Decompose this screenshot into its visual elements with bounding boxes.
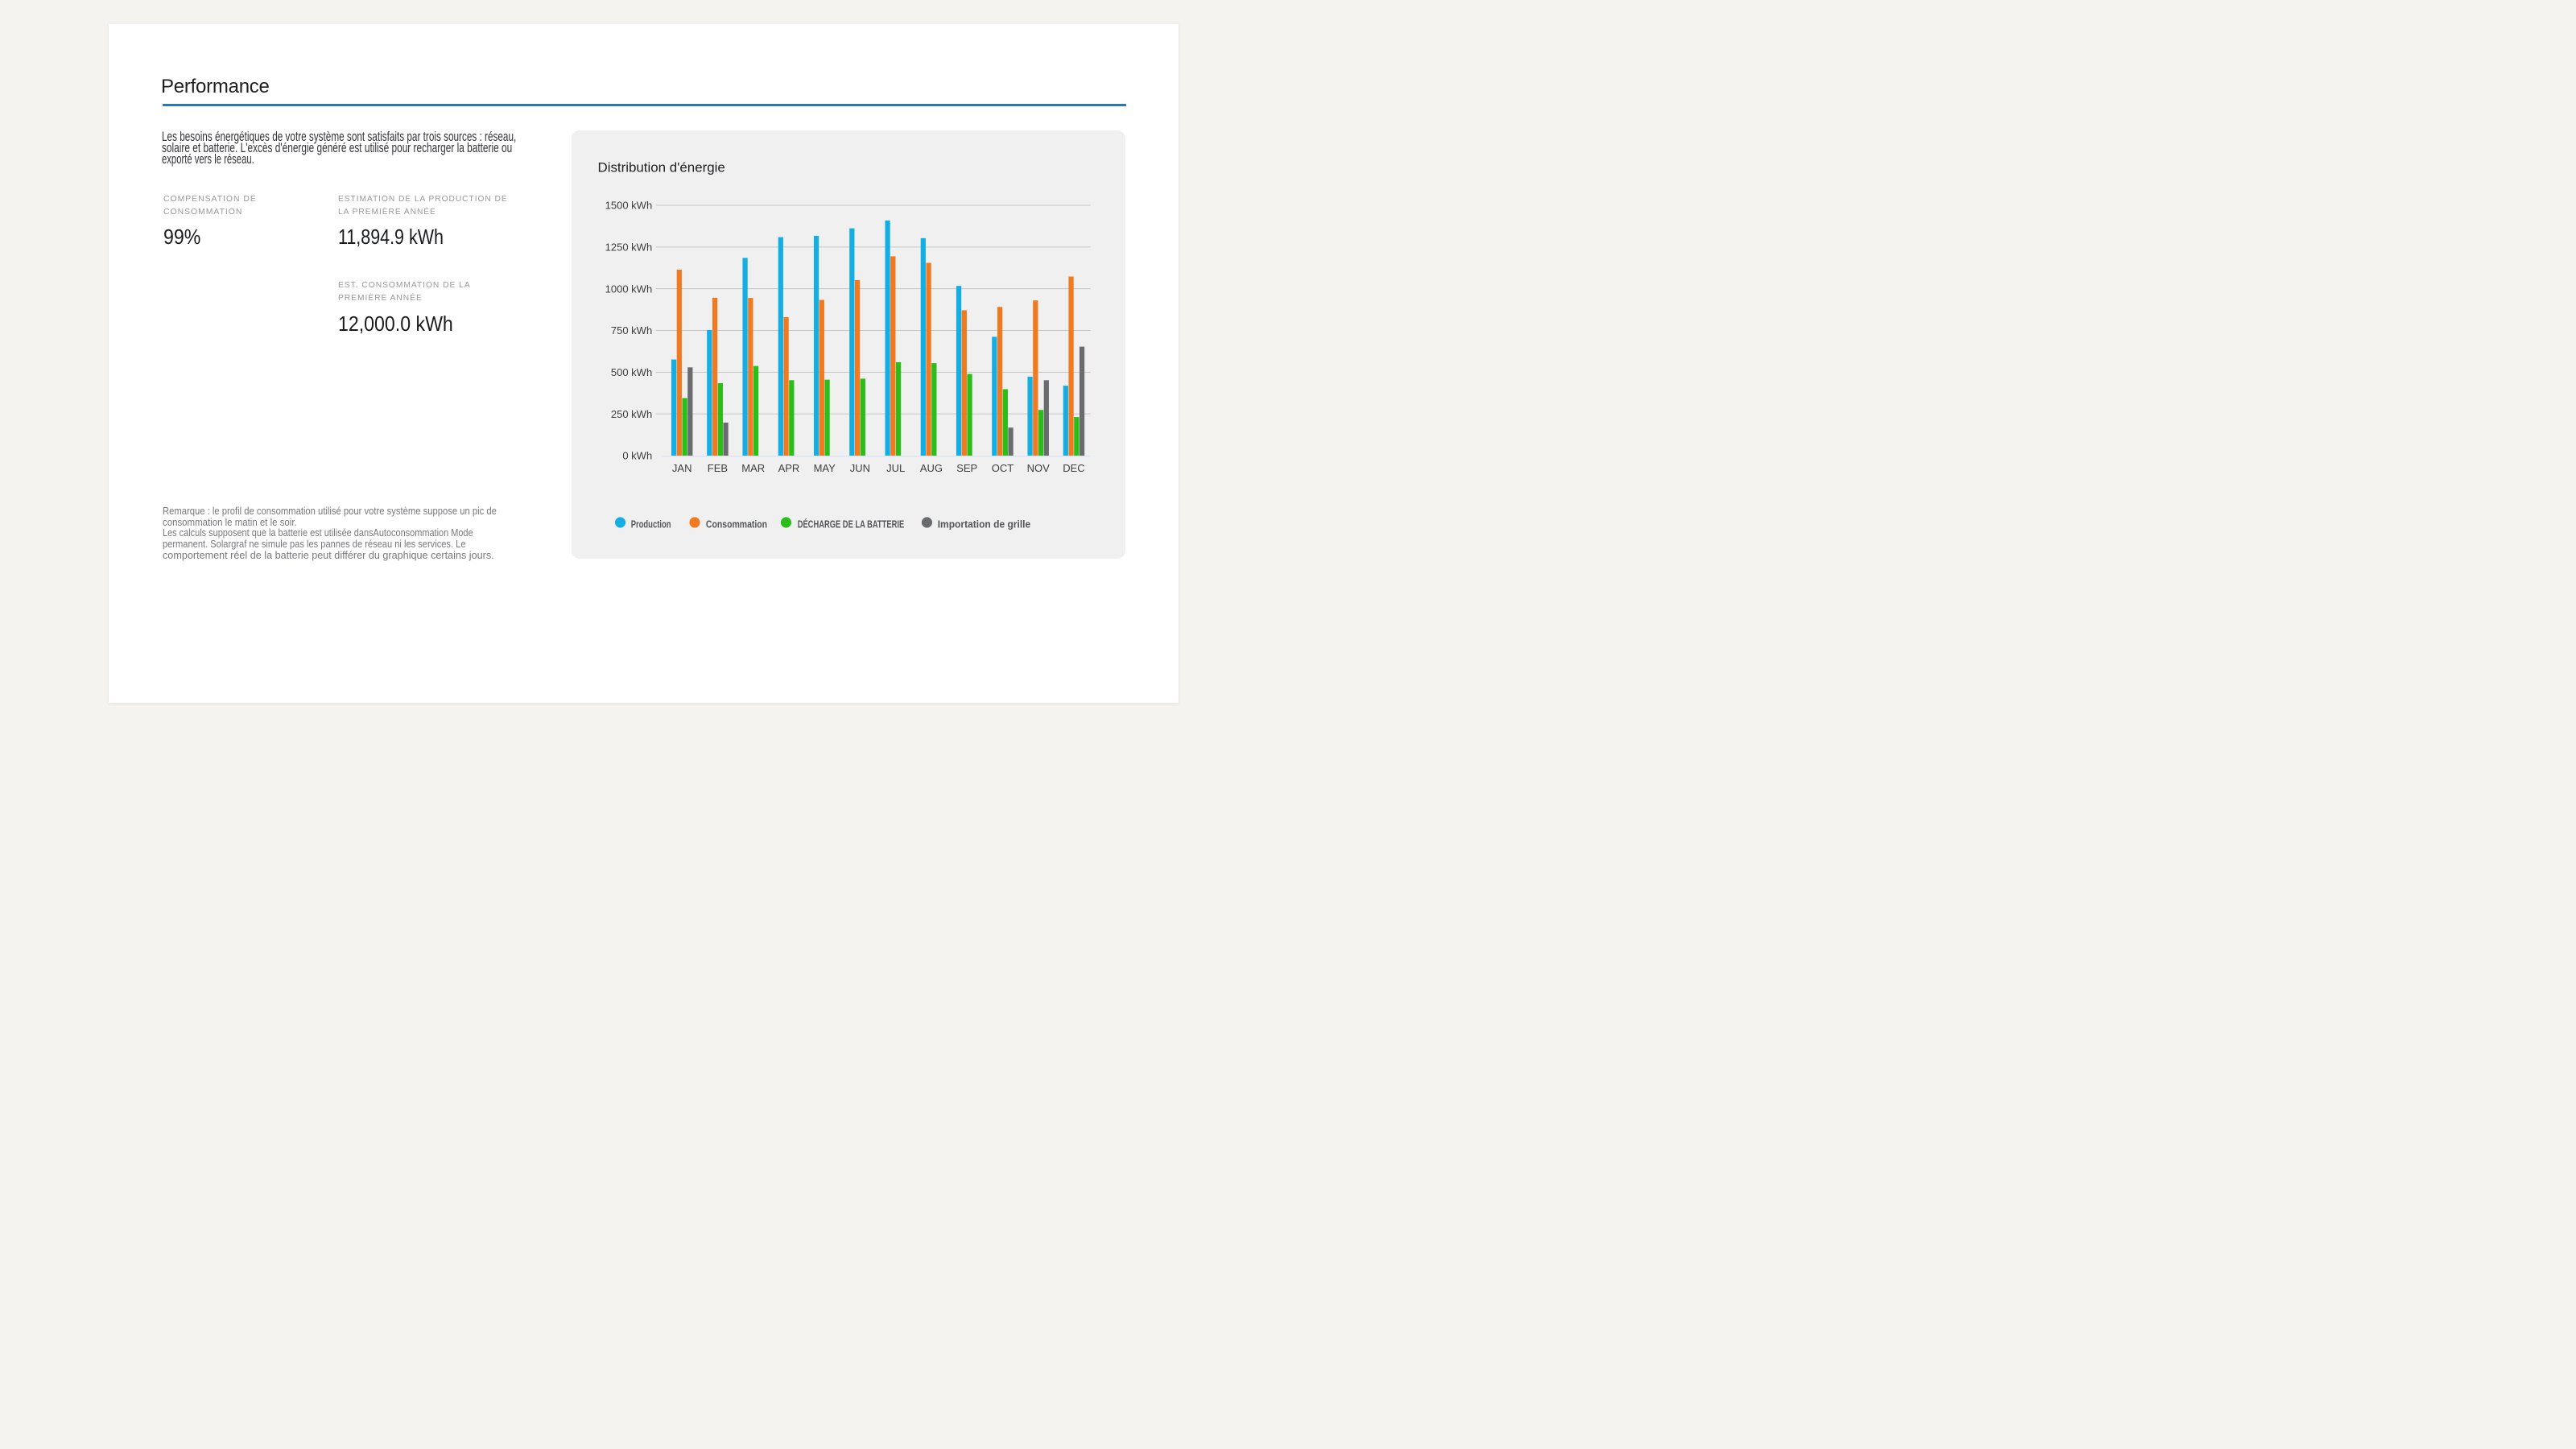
svg-text:750 kWh: 750 kWh [611,324,652,336]
svg-text:MAR: MAR [741,462,765,474]
svg-text:250 kWh: 250 kWh [611,408,652,420]
svg-text:AUG: AUG [920,462,943,474]
svg-text:0 kWh: 0 kWh [622,450,652,462]
svg-text:JAN: JAN [672,462,692,474]
svg-text:Production: Production [631,518,671,530]
svg-text:1500 kWh: 1500 kWh [605,200,653,212]
svg-text:SEP: SEP [956,462,977,474]
svg-text:OCT: OCT [992,462,1014,474]
svg-text:1250 kWh: 1250 kWh [605,242,653,254]
svg-text:500 kWh: 500 kWh [611,366,652,378]
svg-text:Importation de grille: Importation de grille [938,518,1031,530]
svg-text:FEB: FEB [708,462,728,474]
svg-text:NOV: NOV [1027,462,1051,474]
svg-text:Distribution d'énergie: Distribution d'énergie [598,159,725,175]
svg-text:DEC: DEC [1063,462,1084,474]
svg-text:DÉCHARGE DE LA BATTERIE: DÉCHARGE DE LA BATTERIE [798,518,905,530]
svg-text:APR: APR [778,462,800,474]
svg-text:1000 kWh: 1000 kWh [605,283,653,295]
svg-text:JUL: JUL [886,462,905,474]
svg-text:Consommation: Consommation [706,518,767,530]
svg-text:JUN: JUN [850,462,870,474]
svg-text:MAY: MAY [814,462,836,474]
